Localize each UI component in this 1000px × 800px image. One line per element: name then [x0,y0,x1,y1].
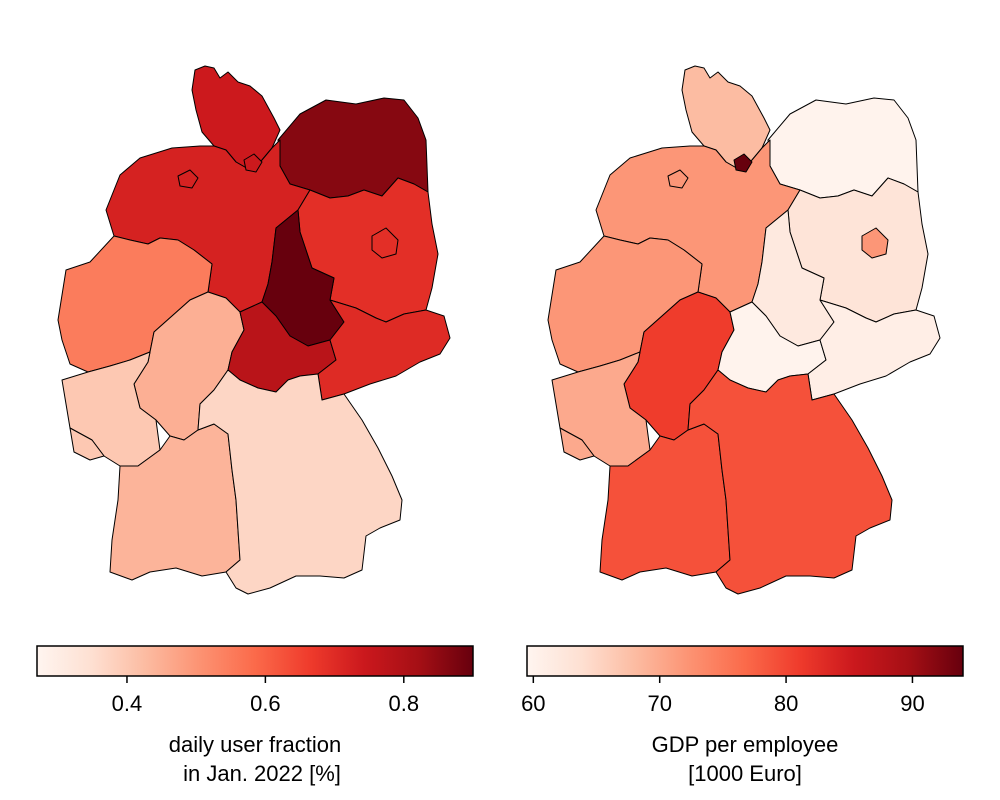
colorbar-left-gradient [36,645,474,677]
region-berlin [371,227,399,259]
region-sachsen [807,299,941,401]
region-bremen [667,169,689,189]
region-bayern [197,369,403,595]
colorbar-right-ticks: 60 70 80 90 [521,676,925,716]
colorbar-left-label-line1: daily user fraction [169,732,341,757]
region-bremen [177,169,199,189]
colorbar-right-tick-label: 70 [647,691,671,716]
colorbar-left-ticks: 0.4 0.6 0.8 [112,676,419,716]
colorbar-right-label-line1: GDP per employee [652,732,839,757]
colorbar-right-label-line2: [1000 Euro] [688,761,802,786]
region-hamburg [733,153,753,173]
region-schleswig-holstein [681,65,771,171]
colorbar-right-tick-label: 60 [521,691,545,716]
map-daily-user-fraction [57,65,451,595]
colorbar-left-tick-label: 0.8 [388,691,419,716]
region-saarland [559,427,595,461]
colorbar-right: 60 70 80 90 GDP per employee [1000 Euro] [521,645,964,786]
colorbar-right-tick-label: 90 [900,691,924,716]
region-sachsen [317,299,451,401]
colorbar-left-label-line2: in Jan. 2022 [%] [183,761,341,786]
region-berlin [861,227,889,259]
colorbar-left-tick-label: 0.4 [112,691,143,716]
colorbar-right-gradient [526,645,964,677]
region-saarland [69,427,105,461]
colorbar-left: 0.4 0.6 0.8 daily user fraction in Jan. 20… [36,645,474,786]
colorbar-left-tick-label: 0.6 [250,691,281,716]
colorbar-right-tick-label: 80 [774,691,798,716]
region-schleswig-holstein [191,65,281,171]
region-bayern [687,369,893,595]
map-gdp-per-employee [547,65,941,595]
region-hamburg [243,153,263,173]
